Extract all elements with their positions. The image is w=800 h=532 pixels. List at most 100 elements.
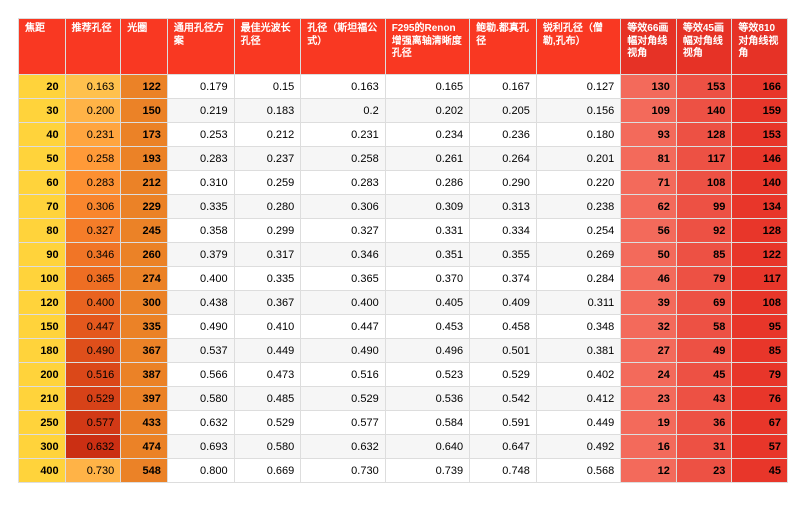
cell-focal: 180 [19,339,66,363]
cell-bole: 0.264 [470,147,537,171]
cell-stan: 0.283 [301,171,385,195]
cell-eq810: 122 [732,243,788,267]
table-row: 200.1631220.1790.150.1630.1650.1670.1271… [19,75,788,99]
cell-aper: 548 [121,459,168,483]
cell-bole: 0.458 [470,315,537,339]
cell-renon: 0.405 [385,291,469,315]
cell-aper: 229 [121,195,168,219]
cell-eq45: 92 [676,219,732,243]
cell-stan: 0.2 [301,99,385,123]
cell-eq66: 32 [621,315,677,339]
cell-focal: 200 [19,363,66,387]
cell-renon: 0.331 [385,219,469,243]
cell-bole: 0.236 [470,123,537,147]
cell-univ: 0.335 [167,195,234,219]
cell-bestwl: 0.335 [234,267,301,291]
cell-bestwl: 0.669 [234,459,301,483]
cell-aper: 274 [121,267,168,291]
cell-focal: 50 [19,147,66,171]
cell-bole: 0.501 [470,339,537,363]
cell-aper: 367 [121,339,168,363]
table-row: 3000.6324740.6930.5800.6320.6400.6470.49… [19,435,788,459]
cell-univ: 0.253 [167,123,234,147]
cell-bestwl: 0.299 [234,219,301,243]
cell-focal: 40 [19,123,66,147]
cell-rec: 0.200 [65,99,121,123]
aperture-table-wrap: 焦距推荐孔径光圈通用孔径方案最佳光波长孔径孔径（斯坦福公式）F295的Renon… [18,18,788,483]
cell-bole: 0.334 [470,219,537,243]
header-row: 焦距推荐孔径光圈通用孔径方案最佳光波长孔径孔径（斯坦福公式）F295的Renon… [19,19,788,75]
cell-stan: 0.400 [301,291,385,315]
cell-eq66: 46 [621,267,677,291]
cell-eq810: 85 [732,339,788,363]
cell-eq66: 16 [621,435,677,459]
cell-eq45: 128 [676,123,732,147]
cell-sharp: 0.311 [536,291,620,315]
cell-bole: 0.542 [470,387,537,411]
cell-sharp: 0.127 [536,75,620,99]
table-row: 400.2311730.2530.2120.2310.2340.2360.180… [19,123,788,147]
cell-univ: 0.219 [167,99,234,123]
cell-rec: 0.730 [65,459,121,483]
cell-eq66: 71 [621,171,677,195]
cell-bole: 0.591 [470,411,537,435]
table-head: 焦距推荐孔径光圈通用孔径方案最佳光波长孔径孔径（斯坦福公式）F295的Renon… [19,19,788,75]
cell-eq66: 81 [621,147,677,171]
cell-focal: 210 [19,387,66,411]
table-row: 600.2832120.3100.2590.2830.2860.2900.220… [19,171,788,195]
cell-renon: 0.286 [385,171,469,195]
cell-eq66: 93 [621,123,677,147]
cell-stan: 0.365 [301,267,385,291]
cell-eq66: 19 [621,411,677,435]
cell-univ: 0.438 [167,291,234,315]
cell-sharp: 0.449 [536,411,620,435]
aperture-table: 焦距推荐孔径光圈通用孔径方案最佳光波长孔径孔径（斯坦福公式）F295的Renon… [18,18,788,483]
cell-eq45: 108 [676,171,732,195]
cell-eq66: 56 [621,219,677,243]
cell-bole: 0.313 [470,195,537,219]
cell-aper: 150 [121,99,168,123]
cell-bole: 0.355 [470,243,537,267]
cell-stan: 0.577 [301,411,385,435]
cell-univ: 0.580 [167,387,234,411]
cell-rec: 0.400 [65,291,121,315]
header-aper: 光圈 [121,19,168,75]
cell-bole: 0.205 [470,99,537,123]
cell-aper: 387 [121,363,168,387]
cell-eq45: 36 [676,411,732,435]
cell-univ: 0.490 [167,315,234,339]
cell-sharp: 0.492 [536,435,620,459]
cell-aper: 212 [121,171,168,195]
cell-eq66: 23 [621,387,677,411]
cell-aper: 300 [121,291,168,315]
header-eq810: 等效810对角线视角 [732,19,788,75]
cell-stan: 0.306 [301,195,385,219]
table-row: 1800.4903670.5370.4490.4900.4960.5010.38… [19,339,788,363]
cell-eq66: 130 [621,75,677,99]
cell-rec: 0.490 [65,339,121,363]
cell-focal: 60 [19,171,66,195]
cell-eq66: 50 [621,243,677,267]
cell-sharp: 0.238 [536,195,620,219]
cell-rec: 0.306 [65,195,121,219]
cell-bestwl: 0.183 [234,99,301,123]
cell-sharp: 0.568 [536,459,620,483]
cell-sharp: 0.284 [536,267,620,291]
cell-stan: 0.632 [301,435,385,459]
table-row: 1500.4473350.4900.4100.4470.4530.4580.34… [19,315,788,339]
cell-eq810: 95 [732,315,788,339]
cell-univ: 0.283 [167,147,234,171]
cell-focal: 70 [19,195,66,219]
cell-univ: 0.800 [167,459,234,483]
cell-eq810: 140 [732,171,788,195]
cell-aper: 397 [121,387,168,411]
cell-bole: 0.647 [470,435,537,459]
cell-eq810: 166 [732,75,788,99]
cell-eq66: 109 [621,99,677,123]
cell-sharp: 0.348 [536,315,620,339]
cell-stan: 0.490 [301,339,385,363]
cell-sharp: 0.220 [536,171,620,195]
cell-eq45: 85 [676,243,732,267]
cell-eq810: 146 [732,147,788,171]
cell-renon: 0.351 [385,243,469,267]
